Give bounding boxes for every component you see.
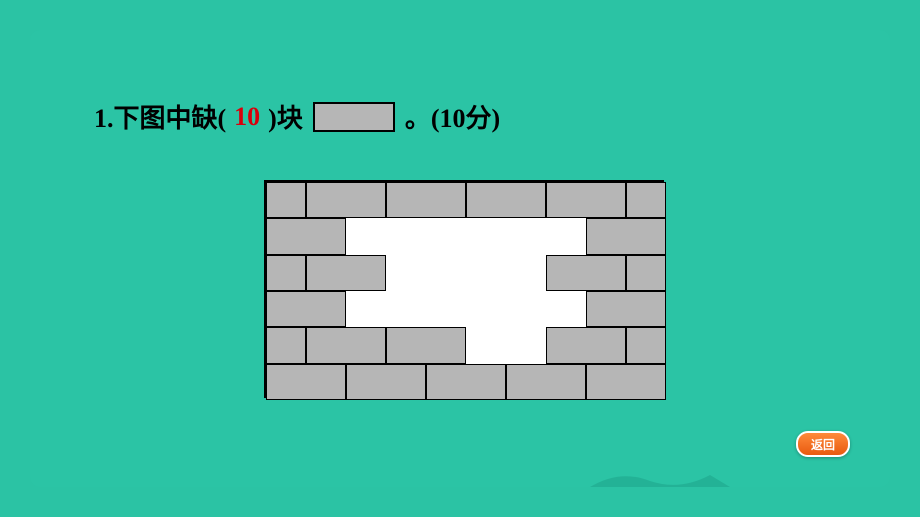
- brick: [626, 255, 666, 291]
- answer-value: 10: [226, 102, 268, 132]
- brick: [266, 327, 306, 363]
- brick: [466, 182, 546, 218]
- return-button[interactable]: 返回: [796, 431, 850, 457]
- brick: [266, 182, 306, 218]
- brick: [306, 255, 386, 291]
- question-line: 1.下图中缺( 10 )块 。(10分): [94, 98, 500, 135]
- brick: [266, 291, 346, 327]
- brick: [306, 182, 386, 218]
- question-suffix: 。(10分): [405, 98, 500, 135]
- brick-wall-diagram: [264, 180, 664, 398]
- brick: [266, 255, 306, 291]
- brick: [546, 182, 626, 218]
- brick: [546, 327, 626, 363]
- brick: [626, 182, 666, 218]
- brick: [346, 364, 426, 400]
- brick: [586, 291, 666, 327]
- brick: [626, 327, 666, 363]
- question-prefix: 1.下图中缺(: [94, 98, 226, 135]
- brick: [386, 182, 466, 218]
- question-after-answer: )块: [268, 98, 303, 135]
- brick: [506, 364, 586, 400]
- slide-card: 1.下图中缺( 10 )块 。(10分) 返回: [30, 30, 890, 487]
- footer-decoration-icon: [590, 467, 730, 487]
- brick: [266, 364, 346, 400]
- brick: [386, 327, 466, 363]
- brick: [306, 327, 386, 363]
- return-button-label: 返回: [811, 436, 835, 453]
- brick: [266, 218, 346, 254]
- brick: [426, 364, 506, 400]
- brick: [586, 218, 666, 254]
- brick: [586, 364, 666, 400]
- brick: [546, 255, 626, 291]
- brick-sample-icon: [313, 102, 395, 132]
